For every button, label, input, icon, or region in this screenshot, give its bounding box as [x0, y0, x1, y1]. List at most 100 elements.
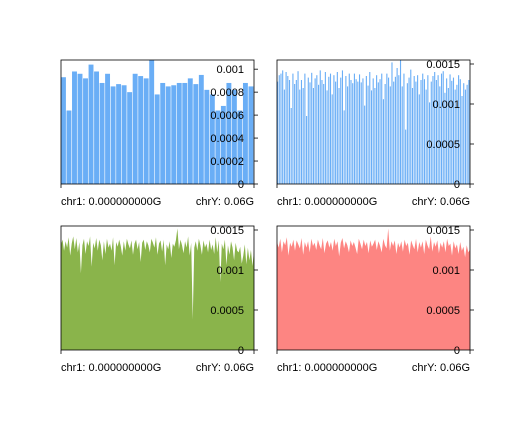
bar [451, 80, 453, 184]
bar [127, 92, 133, 184]
bar [365, 76, 367, 184]
bar [292, 73, 294, 184]
area-series [61, 228, 254, 350]
bar [220, 105, 226, 184]
bar [362, 78, 364, 184]
bar [88, 64, 94, 184]
bar [295, 80, 297, 184]
bar [406, 83, 408, 184]
y-tick-label: 0.0005 [426, 305, 460, 317]
bar [357, 81, 359, 184]
bar [422, 73, 424, 184]
bar [398, 75, 400, 184]
y-tick-label: 0.0006 [210, 110, 244, 122]
bar [198, 74, 204, 184]
x-tick-label-end: chrY: 0.06G [412, 362, 470, 374]
bar [278, 75, 280, 184]
bar [408, 77, 410, 184]
chart-panel-2: 0 0.0005 0.001 0.0015 chr1: 0.000000000G chrY… [276, 59, 474, 208]
y-tick-label: 0.001 [432, 265, 460, 277]
bar [309, 82, 311, 184]
y-tick-label: 0.0005 [210, 305, 244, 317]
bar [430, 81, 432, 184]
y-tick-label: 0.001 [216, 64, 244, 76]
x-tick-label-end: chrY: 0.06G [196, 362, 254, 374]
bar [110, 86, 116, 184]
bar [381, 73, 383, 184]
bar [182, 82, 188, 184]
y-tick-label: 0.0015 [426, 59, 460, 71]
bar [204, 89, 210, 184]
bar [282, 70, 284, 184]
bar [72, 71, 77, 184]
plot-frame [276, 225, 471, 351]
y-tick-label: 0 [238, 345, 244, 357]
bar [215, 110, 221, 184]
y-tick-label: 0.0002 [210, 156, 244, 168]
bar [370, 90, 373, 184]
bar [435, 80, 437, 184]
bar [449, 74, 451, 184]
bar [328, 76, 330, 184]
bar [454, 89, 456, 184]
bar [290, 108, 292, 184]
bar [154, 94, 160, 184]
bar [312, 88, 314, 184]
x-tick-label-start: chr1: 0.000000000G [61, 196, 161, 208]
y-tick-label: 0.0015 [210, 225, 244, 237]
bar [372, 78, 374, 184]
bar [99, 82, 105, 184]
bar [364, 105, 366, 184]
bar [283, 89, 285, 184]
bar [317, 84, 320, 184]
bar [94, 71, 99, 184]
bar [348, 73, 350, 184]
bar [444, 92, 446, 184]
x-tick-label-end: chrY: 0.06G [412, 196, 470, 208]
bar [304, 73, 306, 184]
y-tick-label: 0 [238, 179, 244, 191]
bar [324, 72, 326, 184]
bar [323, 84, 325, 184]
bar [277, 81, 279, 184]
bar [386, 73, 388, 184]
bar [350, 80, 352, 184]
bar [187, 78, 193, 184]
bar [410, 69, 412, 184]
bar [347, 86, 349, 184]
y-tick-label: 0 [454, 345, 460, 357]
bar [379, 79, 381, 184]
y-tick-label: 0.001 [432, 99, 460, 111]
bar [149, 60, 155, 184]
bar [367, 85, 369, 184]
bar [389, 86, 391, 184]
bar [382, 99, 384, 184]
bar [466, 84, 468, 184]
y-tick-label: 0.0008 [210, 87, 244, 99]
bar [105, 73, 111, 184]
bar [369, 72, 371, 184]
bar [446, 78, 448, 184]
bar [160, 82, 166, 184]
bar [388, 77, 390, 184]
bar [316, 75, 318, 184]
bar [439, 86, 441, 184]
plot-frame [60, 59, 255, 185]
x-tick-label-start: chr1: 0.000000000G [277, 196, 377, 208]
bar [459, 79, 461, 184]
bar [121, 85, 127, 184]
bar [341, 70, 344, 184]
chart-panel-4: 0 0.0005 0.001 0.0015 chr1: 0.000000000G chrY… [276, 225, 474, 374]
bar [231, 89, 237, 184]
bar [468, 80, 470, 184]
bar [343, 110, 345, 184]
bar [83, 78, 88, 184]
bar [456, 84, 458, 184]
area-series [277, 228, 470, 350]
bar [287, 76, 289, 184]
bar [321, 80, 323, 184]
bar [61, 77, 66, 184]
bar [427, 75, 429, 184]
bar [143, 78, 149, 184]
bar [226, 82, 232, 184]
